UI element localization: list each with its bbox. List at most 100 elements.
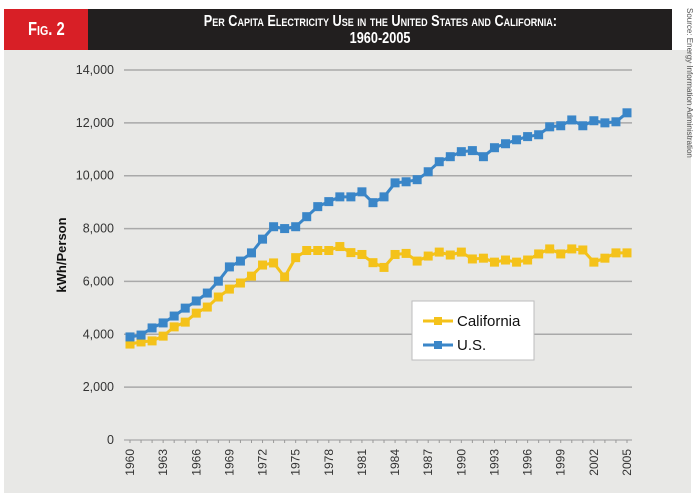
data-point: [313, 246, 323, 256]
data-point: [567, 244, 577, 254]
y-tick-label: 10,000: [76, 169, 114, 183]
data-point: [412, 175, 422, 185]
y-tick-label: 8,000: [83, 222, 114, 236]
data-point: [467, 254, 477, 264]
data-point: [423, 167, 433, 177]
data-point: [213, 276, 223, 286]
x-tick-label: 2002: [587, 449, 601, 476]
data-point: [269, 222, 279, 232]
title-bar: Per Capita Electricity Use in the United…: [88, 9, 672, 50]
x-tick-label: 1996: [521, 449, 535, 476]
data-point: [434, 157, 444, 167]
legend-box: [411, 300, 535, 361]
data-point: [611, 117, 621, 127]
data-point: [578, 245, 588, 255]
data-point: [180, 303, 190, 313]
y-axis-ticks: 0 2,000 4,000 6,000 8,000 10,000 12,000 14,000: [76, 63, 114, 447]
data-point: [379, 262, 389, 272]
data-point: [556, 249, 566, 259]
data-point: [258, 260, 268, 270]
data-point: [489, 143, 499, 153]
data-point: [578, 121, 588, 131]
data-point: [246, 271, 256, 281]
data-point: [478, 253, 488, 263]
data-point: [523, 255, 533, 265]
legend-marker-california: [434, 317, 442, 325]
data-point: [600, 118, 610, 128]
data-point: [302, 246, 312, 256]
data-point: [512, 135, 522, 145]
x-tick-label: 2005: [620, 449, 634, 476]
y-tick-label: 12,000: [76, 116, 114, 130]
y-tick-label: 6,000: [83, 274, 114, 288]
data-point: [467, 146, 477, 156]
data-point: [125, 339, 135, 349]
x-tick-label: 1999: [554, 449, 568, 476]
series-layer: [125, 108, 632, 349]
legend: California U.S.: [411, 300, 535, 361]
data-point: [335, 242, 345, 252]
data-point: [147, 323, 157, 333]
y-tick-label: 2,000: [83, 380, 114, 394]
data-point: [291, 253, 301, 263]
data-point: [434, 247, 444, 257]
x-axis: 1960 1963 1966 1969 1972 1975 1978 1981 1984 1987…: [123, 439, 634, 476]
data-point: [235, 256, 245, 266]
data-point: [379, 192, 389, 202]
data-point: [401, 177, 411, 187]
figure-label: Fig. 2: [27, 19, 65, 39]
data-point: [158, 318, 168, 328]
data-point: [280, 272, 290, 282]
data-point: [224, 262, 234, 272]
figure-header: Fig. 2 Per Capita Electricity Use in the…: [4, 9, 672, 50]
y-tick-label: 0: [107, 433, 114, 447]
x-tick-label: 1993: [487, 449, 501, 476]
data-point: [191, 296, 201, 306]
x-tick-label: 1963: [156, 449, 170, 476]
y-tick-label: 14,000: [76, 63, 114, 77]
data-point: [191, 308, 201, 318]
data-point: [313, 202, 323, 212]
series-california: [125, 242, 632, 349]
data-point: [390, 178, 400, 188]
y-axis-label: kWh/Person: [54, 217, 69, 292]
series-line: [129, 245, 627, 346]
data-point: [269, 258, 279, 268]
x-tick-label: 1960: [123, 449, 137, 476]
data-point: [235, 278, 245, 288]
x-tick-label: 1969: [222, 449, 236, 476]
x-tick-label: 1966: [189, 449, 203, 476]
data-point: [136, 337, 146, 347]
data-point: [324, 246, 334, 256]
data-point: [246, 248, 256, 258]
data-point: [401, 248, 411, 258]
series-us: [125, 108, 632, 342]
data-point: [534, 249, 544, 259]
data-point: [258, 234, 268, 244]
data-point: [390, 249, 400, 259]
data-point: [523, 132, 533, 142]
data-point: [489, 257, 499, 267]
x-tick-label: 1987: [421, 449, 435, 476]
data-point: [445, 152, 455, 162]
data-point: [335, 192, 345, 202]
data-point: [357, 249, 367, 259]
data-point: [622, 248, 632, 258]
data-point: [224, 284, 234, 294]
data-point: [346, 192, 356, 202]
data-point: [567, 115, 577, 125]
data-point: [412, 256, 422, 266]
data-point: [158, 331, 168, 341]
data-point: [368, 258, 378, 268]
data-point: [213, 292, 223, 302]
data-point: [545, 122, 555, 132]
data-point: [136, 330, 146, 340]
data-point: [556, 121, 566, 131]
x-tick-label: 1975: [289, 449, 303, 476]
data-point: [589, 257, 599, 267]
data-point: [280, 224, 290, 234]
data-point: [456, 247, 466, 257]
x-tick-label: 1984: [388, 449, 402, 476]
data-point: [622, 108, 632, 118]
